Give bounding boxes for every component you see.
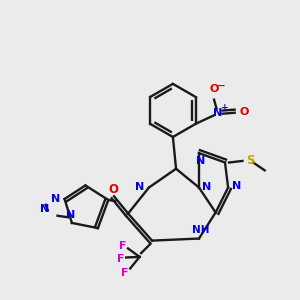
Text: N: N <box>66 210 75 220</box>
Text: N: N <box>135 182 144 193</box>
Text: +: + <box>221 103 229 112</box>
Text: NH: NH <box>192 225 209 235</box>
Text: N: N <box>40 204 50 214</box>
Text: F: F <box>117 254 124 264</box>
Text: O: O <box>108 183 118 196</box>
Text: N: N <box>51 194 61 204</box>
Text: N: N <box>196 156 205 166</box>
Text: O: O <box>239 107 249 117</box>
Text: N: N <box>232 181 242 191</box>
Text: F: F <box>118 241 126 251</box>
Text: −: − <box>217 81 226 91</box>
Text: S: S <box>246 154 254 166</box>
Text: N: N <box>202 182 212 192</box>
Text: O: O <box>209 84 219 94</box>
Text: N: N <box>214 108 223 118</box>
Text: F: F <box>121 268 128 278</box>
